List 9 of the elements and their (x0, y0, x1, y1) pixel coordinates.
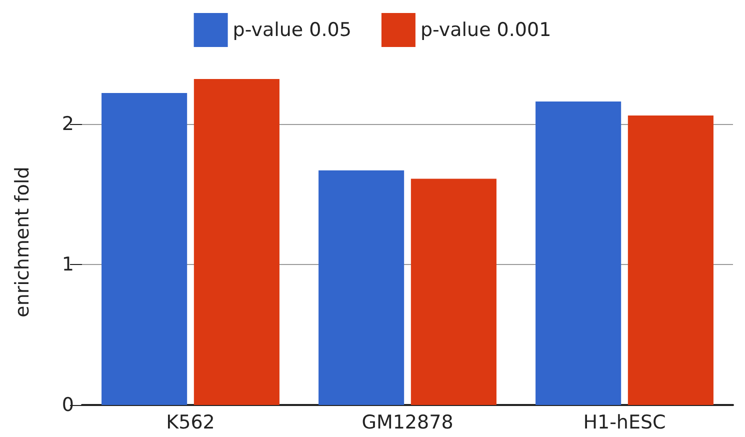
y-axis-title: enrichment fold (12, 166, 34, 318)
x-tick-label: K562 (166, 412, 215, 434)
y-tick-label: 0 (62, 394, 74, 416)
y-tick-label: 2 (62, 112, 74, 135)
legend-label: p-value 0.05 (232, 19, 352, 41)
x-tick-label: GM12878 (362, 412, 454, 434)
y-tick-label: 1 (62, 253, 74, 276)
legend-label: p-value 0.001 (420, 19, 552, 41)
x-tick-label: H1-hESC (583, 412, 666, 434)
